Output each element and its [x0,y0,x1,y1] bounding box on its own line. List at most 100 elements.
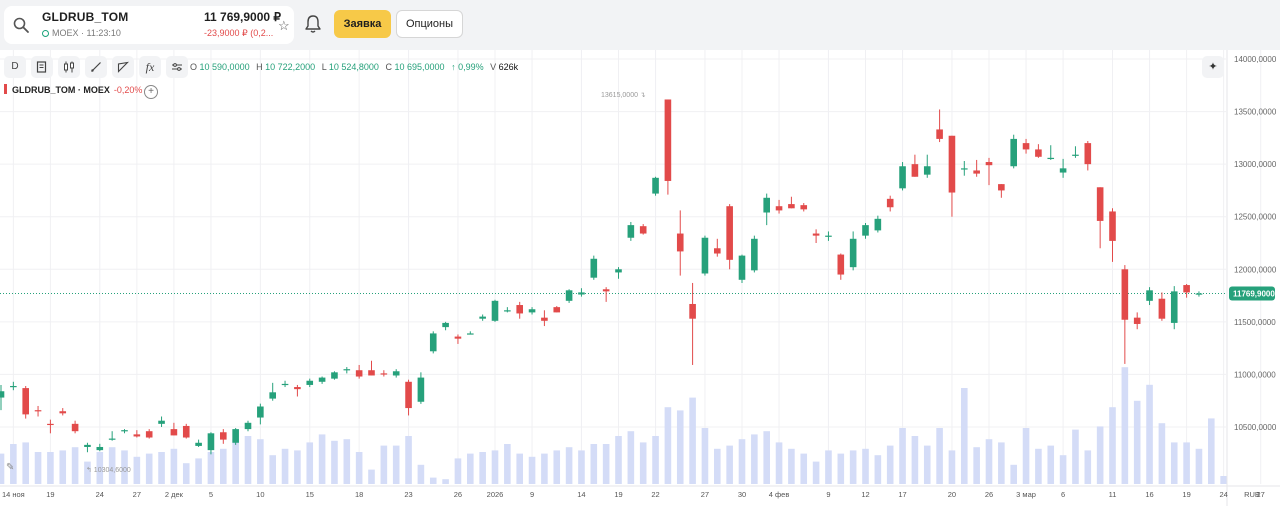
time-tick-label: 10 [256,490,264,499]
candle-body [429,333,437,352]
favorite-star-icon[interactable]: ☆ [278,18,290,33]
draw-shape-icon[interactable] [112,56,134,78]
time-tick-label: 14 [577,490,585,499]
volume-bar [10,444,17,484]
candle-body [602,289,610,292]
volume-bar [1146,384,1153,484]
candle-body [71,423,79,432]
ticker-selector[interactable]: GLDRUB_TOM MOEX · 11:23:10 11 769,9000 ₽… [4,6,294,44]
volume-bar [726,445,733,484]
volume-bar [220,448,227,484]
volume-bar [170,448,178,484]
volume-bar [417,464,425,484]
volume-bar [47,452,54,484]
ruler-icon[interactable]: ✎ [6,462,15,473]
volume-bar [442,479,449,484]
volume-bar [1096,426,1104,484]
volume-bar [331,440,338,484]
candle-body [1158,298,1166,319]
time-tick-label: 19 [614,490,622,499]
interval-selector[interactable]: D [4,56,26,78]
time-tick-label: 26 [454,490,462,499]
candle-body [368,370,375,376]
add-comparison-icon[interactable]: + [144,85,158,99]
candle-body [1047,157,1055,160]
volume-bar [405,436,412,484]
volume-bar [368,469,375,484]
volume-bar [71,447,79,484]
settings-icon[interactable] [166,56,188,78]
volume-bar [34,452,42,484]
candle-body [195,442,202,446]
candle-body [220,432,227,440]
candle-body [714,248,721,254]
volume-bar [1010,464,1017,484]
candle-body [825,235,832,237]
volume-bar [676,410,684,484]
volume-bar [714,448,721,484]
series-legend[interactable]: GLDRUB_TOM · MOEX -0,20% [4,84,142,100]
candle-body [985,162,993,166]
candle-body [281,383,289,386]
volume-bar [639,442,647,484]
candle-body [34,410,42,412]
candle-body [899,166,906,189]
time-tick-label: 9 [530,490,534,499]
time-tick-label: 26 [985,490,993,499]
volume-bar [689,397,696,484]
candle-body [244,422,252,430]
volume-bar [1121,367,1129,484]
candle-body [405,381,412,409]
options-button[interactable]: Опционы [396,10,463,38]
volume-bar [763,431,770,484]
candle-body [664,99,672,181]
volume-bar [318,434,326,484]
volume-bar [553,450,561,484]
candle-body [454,336,462,339]
volume-bar [491,450,499,484]
candle-body [467,333,474,335]
ai-sparkle-icon[interactable]: ✦ [1202,56,1224,78]
volume-bar [306,442,314,484]
time-tick-label: 19 [1182,490,1190,499]
volume-bar [738,439,746,484]
candle-body [1096,187,1104,221]
high-marker: 13615,0000 ↴ [601,92,646,99]
candle-body [911,164,919,177]
volume-bar [504,444,511,484]
candle-body [133,434,141,437]
ohlc-readout: O 10 590,0000 H 10 722,2000 L 10 524,800… [190,62,518,72]
series-name: GLDRUB_TOM · MOEX [12,85,110,95]
chart-type-icon[interactable] [31,56,53,78]
volume-bar [1195,448,1203,484]
volume-bar [1072,429,1079,484]
candle-body [639,226,647,234]
ohlc-open: 10 590,0000 [199,62,250,72]
candle-body [158,420,165,424]
candle-body [306,380,314,385]
indicators-icon[interactable]: fx [139,56,161,78]
order-button[interactable]: Заявка [334,10,391,38]
candle-body [627,225,635,238]
time-tick-label: 6 [1061,490,1065,499]
alert-bell-icon[interactable] [304,14,322,34]
ticker-exchange-time: MOEX · 11:23:10 [42,28,121,38]
price-tick-label: 13000,0000 [1234,160,1277,169]
volume-bar [454,458,462,484]
time-tick-label: 17 [898,490,906,499]
volume-bar [615,436,622,484]
draw-line-icon[interactable] [85,56,107,78]
ohlc-low-label: L [321,62,327,72]
time-tick-label: 3 мар [1016,490,1036,499]
volume-bar [602,444,610,484]
candle-body [59,411,67,414]
volume-bar [1022,428,1030,484]
price-tick-label: 11500,0000 [1234,318,1276,327]
candle-body [874,218,882,231]
candle-body [121,430,128,432]
candle-body [751,238,758,271]
candle-body [862,225,869,236]
candles-icon[interactable] [58,56,80,78]
price-chart[interactable]: 13615,0000 ↴ ↰ 10304,6000 14000,0000 13500,… [0,50,1280,506]
time-tick-label: 11 [1109,490,1117,499]
